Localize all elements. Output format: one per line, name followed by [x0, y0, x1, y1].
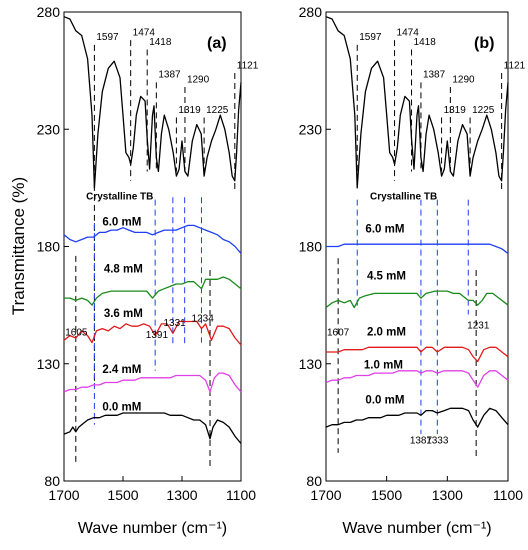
peak-label: 1290	[187, 74, 210, 85]
peak-label: 1290	[452, 74, 475, 85]
series-label: 6.0 mM	[102, 216, 141, 228]
peak-label: 1225	[472, 105, 495, 116]
y-tick-label: 180	[299, 239, 323, 255]
series-label: 3.6 mM	[104, 308, 143, 320]
x-tick-label: 1100	[226, 487, 256, 503]
plot-frame	[325, 11, 509, 482]
spectrum-line-4-5-mm	[325, 290, 509, 309]
spectrum-line-2-4-mm	[63, 372, 242, 393]
x-tick-label: 1700	[48, 487, 79, 503]
spectrum-line-0-0-mm	[325, 407, 509, 428]
plot-frame	[63, 11, 242, 482]
y-tick-label: 280	[299, 4, 323, 20]
peak-label: 1474	[397, 27, 420, 38]
panel-b-label: (b)	[474, 35, 494, 52]
x-tick-label: 1700	[310, 487, 341, 503]
y-tick-label: 180	[37, 239, 61, 255]
shift-annotation: 1234	[192, 314, 215, 325]
peak-label: 1474	[133, 27, 156, 38]
peak-label: 1121	[504, 60, 526, 71]
spectrum-line-6-0-mm	[63, 224, 242, 254]
y-tick-label: 280	[37, 4, 61, 20]
series-label: 4.8 mM	[104, 263, 143, 275]
y-tick-label: 130	[37, 356, 61, 372]
panel-a-label: (a)	[207, 35, 227, 52]
series-label: Crystalline TB	[370, 192, 437, 203]
shift-annotation: 1605	[65, 328, 88, 339]
x-tick-label: 1500	[107, 487, 138, 503]
peak-label: 1387	[423, 70, 446, 81]
peak-label: 1319	[444, 105, 467, 116]
shift-annotation: 1333	[426, 435, 449, 446]
shift-annotation: 1607	[327, 328, 350, 339]
series-label: 1.0 mM	[364, 359, 403, 371]
shift-annotation: 1387	[410, 435, 433, 446]
x-tick-label: 1100	[493, 487, 523, 503]
y-tick-label: 80	[306, 473, 322, 489]
panel-a: (a) Wave number (cm⁻¹) 80 130 180 230 280 170…	[37, 4, 259, 537]
spectrum-line-3-6-mm	[63, 320, 242, 346]
x-tick-label: 1500	[371, 487, 402, 503]
peak-label: 1387	[158, 70, 181, 81]
y-tick-label: 80	[44, 473, 60, 489]
peak-label: 1597	[359, 32, 382, 43]
spectrum-line-6-0-mm	[326, 243, 509, 255]
y-tick-label: 130	[299, 356, 323, 372]
x-tick-label: 1300	[166, 487, 197, 503]
panel-a-x-axis-label: Wave number (cm⁻¹)	[78, 520, 227, 537]
spectrum-line-1-0-mm	[325, 370, 509, 388]
peak-label: 1225	[206, 105, 229, 116]
peak-label: 1121	[237, 60, 259, 71]
series-label: 4.5 mM	[367, 270, 406, 282]
shift-annotation: 1231	[467, 321, 490, 332]
panel-b: (b) Wave number (cm⁻¹) 80 130 180 230 280 170…	[299, 4, 526, 537]
spectrum-line-0-0-mm	[63, 412, 242, 444]
spectrum-line-2-0-mm	[326, 346, 509, 363]
spectrum-line-4-8-mm	[64, 276, 242, 306]
y-tick-label: 230	[37, 121, 61, 137]
spectrum-line-crystalline-tb	[325, 16, 509, 189]
peak-label: 1597	[96, 32, 119, 43]
panel-b-x-axis-label: Wave number (cm⁻¹)	[342, 520, 491, 537]
series-label: 6.0 mM	[365, 223, 404, 235]
shift-annotation: 1391	[146, 330, 169, 341]
spectrum-line-crystalline-tb	[63, 16, 242, 189]
y-axis-label: Transmittance (%)	[9, 177, 28, 315]
series-label: 0.0 mM	[365, 395, 404, 407]
series-label: 2.4 mM	[102, 364, 141, 376]
peak-label: 1319	[178, 105, 201, 116]
series-label: 2.0 mM	[367, 327, 406, 339]
y-tick-label: 230	[299, 121, 323, 137]
series-label: Crystalline TB	[86, 192, 153, 203]
x-tick-label: 1300	[432, 487, 463, 503]
series-label: 0.0 mM	[102, 402, 141, 414]
shift-annotation: 1331	[164, 318, 187, 329]
peak-label: 1418	[414, 37, 437, 48]
peak-label: 1418	[149, 37, 172, 48]
